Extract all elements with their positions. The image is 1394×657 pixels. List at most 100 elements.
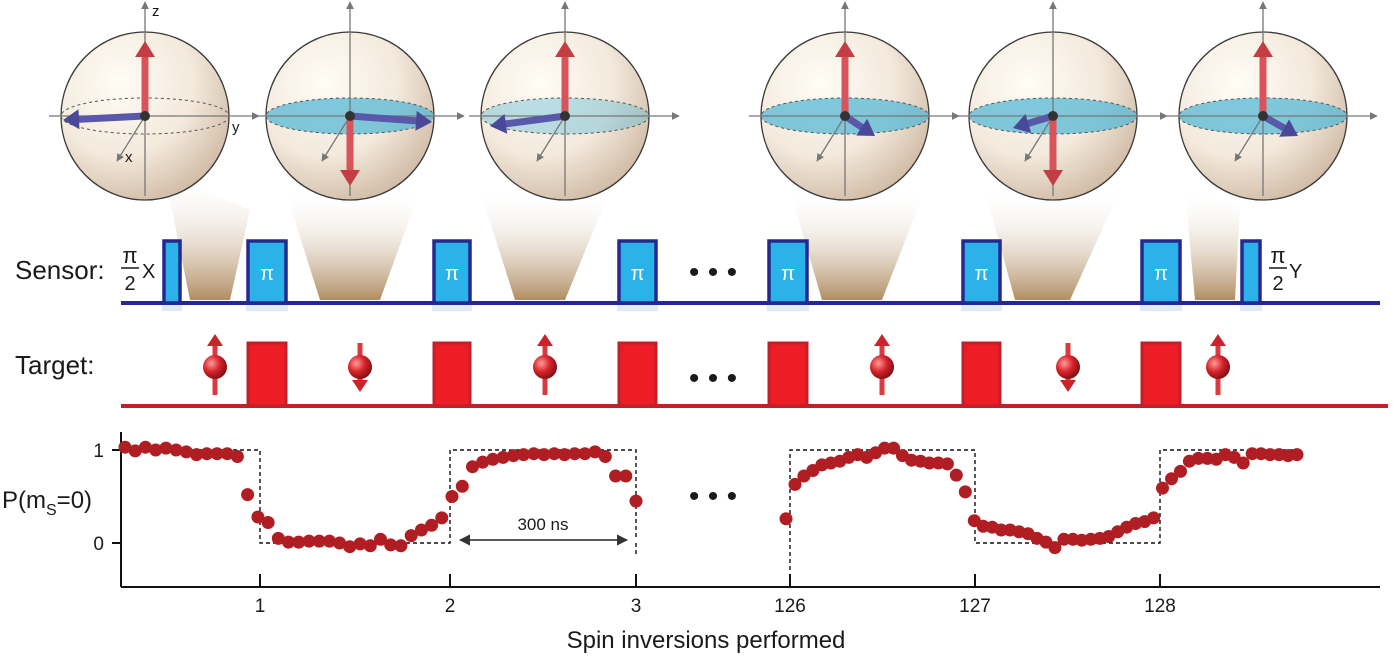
cone-4 <box>790 190 925 300</box>
spin-up-arrowhead <box>537 334 553 346</box>
target-pulse-3 <box>617 341 658 408</box>
spin-down-arrowhead <box>1060 380 1076 392</box>
spin-down-arrowhead <box>352 380 368 392</box>
data-point <box>949 468 963 482</box>
sensor-pulse-6 <box>961 239 1002 305</box>
data-point <box>517 448 531 462</box>
data-point <box>384 538 398 552</box>
last-pulse-denominator: 2 <box>1272 273 1283 295</box>
data-point <box>547 447 561 461</box>
data-point <box>425 518 439 532</box>
data-point <box>629 494 643 508</box>
data-point <box>394 539 408 553</box>
data-point <box>609 469 623 483</box>
x-tick-label-1: 1 <box>255 596 266 617</box>
data-point <box>958 485 972 499</box>
data-point <box>994 523 1008 537</box>
sensor-pulse-shadow-4 <box>617 305 658 311</box>
data-point <box>1165 472 1178 486</box>
target-sequence <box>121 334 1388 408</box>
spin-ball <box>1206 355 1230 379</box>
sensor-pulse-2 <box>246 239 288 305</box>
data-point <box>118 440 132 454</box>
data-point <box>404 529 418 543</box>
target-label: Target: <box>15 350 95 380</box>
cone-6 <box>1185 190 1240 300</box>
data-point <box>435 511 449 525</box>
data-point <box>1245 447 1259 461</box>
bloch-sphere-2 <box>254 1 465 201</box>
data-point <box>159 441 173 455</box>
x-axis-label: Spin inversions performed <box>567 627 846 654</box>
data-point <box>220 447 234 461</box>
x-axis <box>321 115 351 162</box>
spin-ball <box>203 355 227 379</box>
data-point <box>374 532 387 546</box>
cone-3 <box>480 190 610 300</box>
last-pulse-numerator: π <box>1270 243 1285 268</box>
data-point <box>363 539 377 553</box>
red-vector-arrowhead <box>135 41 155 57</box>
plot: 0 1 1 2 3 126 127 128 <box>93 432 1380 617</box>
sensor-pulse-shadow-2 <box>246 305 288 311</box>
data-point <box>414 523 428 537</box>
data-point <box>1048 541 1062 555</box>
blue-vector <box>349 112 419 125</box>
data-point <box>302 534 316 548</box>
data-point <box>445 490 459 503</box>
red-vector-arrowhead <box>555 41 575 57</box>
bloch-spheres: z y x <box>49 1 1378 201</box>
bloch-sphere-1 <box>49 1 260 201</box>
x-tick-label-126: 126 <box>774 596 806 617</box>
sensor-pulse-shadow-5 <box>767 305 809 311</box>
target-spin-1 <box>203 334 227 395</box>
data-point <box>190 448 203 462</box>
red-vector-arrowhead <box>835 41 855 57</box>
data-point <box>619 469 633 483</box>
data-point <box>455 479 469 493</box>
target-spin-3 <box>533 334 557 395</box>
data-point <box>353 537 367 551</box>
sensor-pulse-shadow-1 <box>162 305 182 311</box>
spin-ball <box>348 355 372 379</box>
data-point <box>476 455 490 469</box>
origin-dot <box>560 111 570 121</box>
data-point <box>558 448 571 462</box>
bloch-sphere-5 <box>957 1 1168 201</box>
ideal-curve-segment-2 <box>789 449 1300 570</box>
blue-vector-arrowhead <box>490 113 508 134</box>
target-pulse-1 <box>246 341 288 408</box>
data-point <box>788 477 802 491</box>
data-point <box>322 534 336 548</box>
origin-dot <box>1048 111 1058 121</box>
x-tick-label-127: 127 <box>959 596 991 617</box>
red-vector-arrowhead <box>340 170 360 186</box>
pi-pulse-label-3: π <box>445 263 459 285</box>
data-point <box>940 457 954 471</box>
data-point <box>312 534 326 548</box>
red-vector-arrowhead <box>1043 170 1063 186</box>
sensor-ellipsis: • • • <box>689 256 737 289</box>
z-axis-label: z <box>152 3 160 20</box>
y-tick-label-1: 1 <box>93 441 104 462</box>
pi-pulse-label-7: π <box>1154 263 1168 285</box>
sensor-pulse-1 <box>162 239 182 305</box>
data-point <box>1236 456 1250 470</box>
cone-2 <box>285 190 420 300</box>
target-ellipsis: • • • <box>689 362 737 395</box>
data-point <box>588 445 602 459</box>
cone-1 <box>165 175 250 300</box>
sensor-pulse-5 <box>767 239 809 305</box>
pi-pulse-label-4: π <box>631 263 645 285</box>
first-pulse-axis: X <box>142 261 155 283</box>
data-point <box>466 460 479 474</box>
data-point <box>230 450 244 463</box>
spin-up-arrowhead <box>207 334 223 346</box>
target-pulse-4 <box>767 341 809 408</box>
data-point <box>1174 464 1187 478</box>
data-point <box>333 536 347 550</box>
spin-ball <box>870 355 894 379</box>
sensor-pulse-8 <box>1240 239 1262 305</box>
y-axis-label: P(mS=0) <box>2 487 92 519</box>
